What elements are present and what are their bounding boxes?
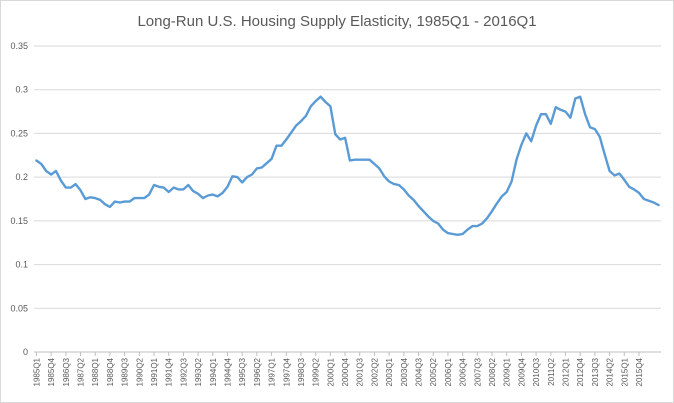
x-tick-label: 2011Q2 [547,357,556,385]
x-tick-label: 1992Q3 [179,357,188,386]
x-tick-label: 1996Q2 [253,357,262,386]
x-tick-label: 1987Q2 [77,357,86,386]
x-tick-label: 2014Q2 [606,357,615,386]
x-tick-label: 1991Q4 [165,357,174,386]
x-tick-label: 1991Q1 [150,357,159,386]
x-tick-label: 2004Q3 [415,357,424,386]
x-tick-label: 1989Q3 [121,357,130,386]
x-tick-label: 1985Q4 [47,357,56,386]
x-tick-label: 1985Q1 [32,357,41,386]
x-tick-label: 1988Q4 [106,357,115,386]
x-tick-label: 1999Q2 [312,357,321,386]
y-tick-label: 0.2 [15,172,28,182]
x-tick-label: 2015Q4 [635,357,644,386]
x-tick-label: 1997Q4 [282,357,291,386]
x-tick-label: 2006Q1 [444,357,453,386]
x-tick-label: 1994Q4 [223,357,232,386]
x-tick-label: 2002Q2 [370,357,379,386]
x-tick-label: 2015Q1 [620,357,629,386]
chart-title: Long-Run U.S. Housing Supply Elasticity,… [137,13,537,30]
x-tick-label: 1995Q3 [238,357,247,386]
x-tick-label: 1998Q3 [297,357,306,386]
x-tick-label: 2009Q1 [503,357,512,386]
x-tick-label: 2008Q2 [488,357,497,386]
x-tick-label: 1997Q1 [268,357,277,386]
x-tick-label: 2003Q4 [400,357,409,386]
y-tick-label: 0.35 [10,41,28,51]
x-tick-label: 1986Q3 [62,357,71,386]
x-tick-label: 2010Q3 [532,357,541,386]
x-tick-label: 1994Q1 [209,357,218,386]
y-tick-label: 0 [23,347,28,357]
x-tick-label: 1990Q2 [135,357,144,386]
x-tick-label: 2012Q1 [561,357,570,386]
x-tick-label: 2007Q3 [473,357,482,386]
x-tick-label: 2012Q4 [576,357,585,386]
y-tick-label: 0.3 [15,85,28,95]
elasticity-series-line [35,95,660,237]
x-tick-label: 2013Q3 [591,357,600,386]
x-tick-label: 2000Q4 [341,357,350,386]
x-tick-label: 1988Q1 [91,357,100,386]
x-tick-label: 2009Q4 [517,357,526,386]
y-tick-label: 0.15 [10,216,28,226]
y-tick-label: 0.25 [10,128,28,138]
x-tick-label: 2006Q4 [459,357,468,386]
y-tick-label: 0.05 [10,303,28,313]
x-tick-label: 2001Q3 [356,357,365,386]
y-tick-label: 0.1 [15,260,28,270]
x-tick-label: 2003Q1 [385,357,394,386]
x-tick-label: 2000Q1 [326,357,335,386]
x-tick-label: 1993Q2 [194,357,203,386]
x-tick-label: 2005Q2 [429,357,438,386]
